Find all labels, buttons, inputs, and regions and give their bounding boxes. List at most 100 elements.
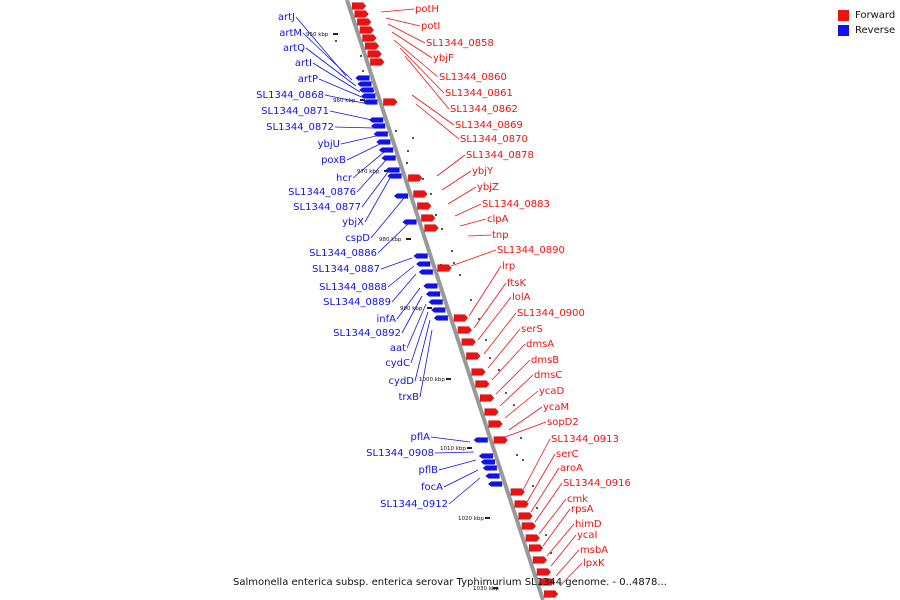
forward-leader-line [450,249,497,267]
forward-gene-glyph [475,380,490,388]
tick-label: 1010 kbp [440,446,466,452]
forward-gene-label: ycaD [539,386,565,397]
forward-gene-label: SL1344_0878 [466,150,534,161]
reverse-gene-glyph [373,131,389,137]
forward-gene-label: dmsA [526,339,554,350]
forward-gene-label: SL1344_0860 [439,72,507,83]
forward-gene-glyph [528,544,544,552]
reverse-gene-label: focA [421,482,443,493]
reverse-gene-label: trxB [398,392,419,403]
reverse-gene-label: SL1344_0871 [261,106,329,117]
forward-gene-label: ycaI [577,530,598,541]
reverse-gene-glyph [355,75,370,81]
forward-leader-line [530,467,560,513]
reverse-gene-label: hcr [336,173,353,184]
forward-leader-line [391,31,433,59]
minor-tick [532,485,534,487]
reverse-gene-glyph [418,269,434,275]
forward-leader-line [415,103,460,140]
tick-label: 1020 kbp [458,516,484,522]
forward-gene-glyph [539,578,555,586]
reverse-leader-line [434,451,475,454]
forward-gene-label: SL1344_0862 [450,104,518,115]
reverse-gene-label: ybjU [318,139,340,150]
tick-mark [384,170,389,172]
forward-gene-label: tnp [492,230,509,241]
reverse-swatch [838,25,849,36]
forward-gene-glyph [413,190,428,198]
reverse-gene-glyph [478,453,494,459]
forward-gene-glyph [354,10,369,18]
forward-gene-label: aroA [560,463,583,474]
forward-leader-line [546,523,575,557]
reverse-gene-glyph [433,315,449,321]
forward-gene-label: serC [556,449,578,460]
forward-gene-glyph [465,352,481,360]
reverse-gene-glyph [480,459,496,465]
reverse-leader-line [414,319,431,382]
tick-mark [467,447,472,449]
forward-leader-line [468,265,502,317]
reverse-leader-line [340,135,377,145]
genome-caption: Salmonella enterica subsp. enterica sero… [233,577,667,588]
forward-gene-label: potI [421,21,440,32]
reverse-leader-line [430,436,471,443]
reverse-gene-glyph [402,219,417,225]
forward-gene-label: clpA [487,214,509,225]
reverse-leader-line [377,223,409,254]
forward-gene-label: cmk [567,494,588,505]
forward-gene-label: SL1344_0870 [460,134,528,145]
reverse-gene-glyph [422,283,438,289]
minor-tick [453,262,455,264]
forward-gene-glyph [484,408,499,416]
reverse-leader-line [448,477,481,505]
forward-leader-line [436,154,466,177]
reverse-leader-line [443,469,479,488]
reverse-leader-line [406,303,427,349]
reverse-leader-line [324,94,369,105]
reverse-gene-label: pflA [411,432,431,443]
forward-gene-glyph [362,34,377,42]
forward-gene-glyph [536,568,552,576]
reverse-gene-label: cydC [385,358,410,369]
reverse-gene-label: SL1344_0889 [323,297,391,308]
forward-gene-label: ycaM [543,402,569,413]
forward-leader-line [447,186,477,205]
reverse-gene-glyph [381,155,396,161]
reverse-gene-glyph [425,291,441,297]
reverse-gene-glyph [482,465,498,471]
forward-leader-line [411,94,455,126]
forward-gene-glyph [471,368,486,376]
reverse-gene-glyph [387,173,402,179]
tick-mark [485,517,490,519]
forward-gene-label: dmsC [534,370,562,381]
minor-tick [536,507,538,509]
forward-leader-line [473,282,507,329]
reverse-gene-label: SL1344_0868 [256,90,324,101]
forward-gene-label: ybjY [472,166,494,177]
tick-mark [493,587,498,589]
reverse-gene-glyph [485,473,500,479]
minor-tick [360,55,362,57]
forward-leader-line [499,374,534,407]
forward-gene-label: sopD2 [547,417,579,428]
reverse-gene-glyph [428,299,443,305]
reverse-leader-line [410,311,429,364]
legend-reverse: Reverse [838,23,895,38]
tick-label: 980 kbp [379,237,402,243]
reverse-gene-label: SL1344_0887 [312,264,380,275]
reverse-leader-line [396,287,421,320]
forward-gene-glyph [525,534,541,542]
forward-gene-label: SL1344_0900 [517,308,585,319]
minor-tick [422,178,424,180]
backbone-line [345,0,545,600]
reverse-gene-glyph [473,437,489,443]
reverse-gene-label: SL1344_0877 [293,202,361,213]
legend-reverse-label: Reverse [855,25,896,36]
forward-gene-glyph [367,50,383,58]
forward-leader-line [550,534,577,567]
forward-gene-glyph [420,214,436,222]
forward-leader-line [380,8,415,13]
forward-leader-line [559,562,583,587]
minor-tick [498,369,500,371]
